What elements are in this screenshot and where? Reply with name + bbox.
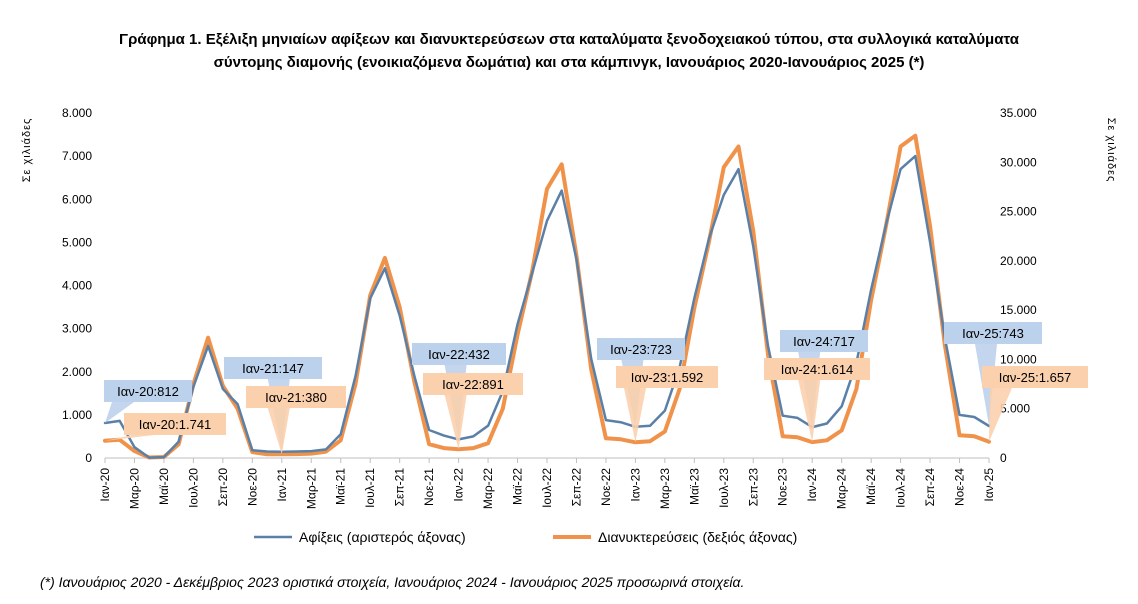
y-left-tick-label: 5.000 — [62, 235, 92, 249]
x-tick-label: Ιαν-24 — [805, 468, 819, 502]
callout-pointer — [624, 388, 646, 443]
y-right-tick-label: 30.000 — [1000, 155, 1037, 169]
callout-box — [982, 366, 1088, 388]
x-tick-label: Μαρ-21 — [304, 468, 318, 509]
x-tick-label: Ιαν-20 — [98, 468, 112, 502]
callout-label: Ιαν-24:1.614 — [781, 362, 854, 377]
x-tick-label: Ιαν-22 — [452, 468, 466, 502]
x-tick-label: Ιαν-21 — [275, 468, 289, 502]
x-tick-label: Μαϊ-22 — [511, 468, 525, 505]
x-tick-label: Σεπ-22 — [569, 468, 583, 507]
legend-item: Αφίξεις (αριστερός άξονας) — [254, 529, 466, 545]
callout-box — [412, 343, 506, 365]
y-right-tick-label: 20.000 — [1000, 254, 1037, 268]
y-left-tick-label: 0 — [85, 451, 92, 465]
y-right-tick-label: 15.000 — [1000, 303, 1037, 317]
y-right-tick-label: 35.000 — [1000, 106, 1037, 120]
callout-label: Ιαν-25:1.657 — [999, 370, 1072, 385]
x-tick-label: Νοε-20 — [245, 468, 259, 506]
legend-item: Διανυκτερεύσεις (δεξιός άξονας) — [553, 529, 797, 545]
y-left-tick-label: 3.000 — [62, 322, 92, 336]
data-callout: Ιαν-22:891 — [423, 373, 523, 450]
legend-label: Αφίξεις (αριστερός άξονας) — [299, 529, 466, 545]
arrivals-line — [103, 154, 991, 459]
x-tick-label: Ιουλ-20 — [186, 468, 200, 508]
y-left-tick-label: 8.000 — [62, 106, 92, 120]
y-left-tick-label: 4.000 — [62, 279, 92, 293]
x-tick-label: Νοε-22 — [599, 468, 613, 506]
callout-pointer — [989, 388, 1012, 442]
data-callout: Ιαν-20:812 — [104, 380, 192, 423]
chart-title-line1: Γράφημα 1. Εξέλιξη μηνιαίων αφίξεων και … — [119, 31, 1019, 48]
x-tick-label: Μαρ-20 — [127, 468, 141, 509]
y-left-tick-label: 6.000 — [62, 192, 92, 206]
y-left-axis-title: Σε χιλιάδες — [21, 118, 33, 183]
x-tick-label: Σεπ-23 — [746, 468, 760, 507]
x-tick-label: Σεπ-21 — [393, 468, 407, 507]
data-callout: Ιαν-21:380 — [246, 386, 346, 455]
footnote: (*) Ιανουάριος 2020 - Δεκέμβριος 2023 ορ… — [40, 574, 745, 590]
x-tick-label: Μαρ-24 — [835, 468, 849, 509]
callout-label: Ιαν-20:1.741 — [139, 417, 212, 432]
data-callout: Ιαν-23:1.592 — [616, 366, 718, 443]
x-tick-label: Μαϊ-23 — [687, 468, 701, 505]
callout-box — [423, 373, 523, 395]
callout-label: Ιαν-25:743 — [962, 326, 1024, 341]
y-left-tick-label: 1.000 — [62, 408, 92, 422]
data-callout: Ιαν-25:1.657 — [982, 366, 1088, 442]
callout-box — [944, 322, 1042, 344]
legend-label: Διανυκτερεύσεις (δεξιός άξονας) — [598, 529, 797, 545]
callout-label: Ιαν-23:1.592 — [631, 370, 704, 385]
x-tick-label: Ιαν-25 — [982, 468, 996, 502]
x-tick-label: Νοε-21 — [422, 468, 436, 506]
y-left-tick-label: 2.000 — [62, 365, 92, 379]
callout-box — [616, 366, 718, 388]
y-right-tick-label: 0 — [1000, 451, 1007, 465]
data-callout: Ιαν-24:1.614 — [764, 358, 870, 443]
callout-label: Ιαν-24:717 — [793, 334, 855, 349]
x-tick-label: Ιουλ-23 — [717, 468, 731, 508]
x-tick-label: Μαϊ-21 — [334, 468, 348, 505]
x-tick-label: Ιουλ-24 — [894, 468, 908, 508]
callout-box — [224, 357, 322, 379]
x-tick-label: Μαϊ-20 — [157, 468, 171, 505]
x-tick-label: Σεπ-24 — [923, 468, 937, 507]
x-tick-label: Νοε-24 — [953, 468, 967, 506]
x-tick-label: Μαρ-22 — [481, 468, 495, 509]
callout-box — [104, 380, 192, 402]
nights-line — [103, 133, 991, 460]
x-tick-label: Ιαν-23 — [628, 468, 642, 502]
callout-box — [780, 330, 868, 352]
callout-pointer — [798, 380, 821, 443]
callout-box — [597, 338, 685, 360]
x-tick-label: Ιουλ-22 — [540, 468, 554, 508]
y-right-tick-label: 5.000 — [1000, 402, 1030, 416]
chart-title: Γράφημα 1. Εξέλιξη μηνιαίων αφίξεων και … — [0, 28, 1138, 74]
callout-box — [246, 386, 346, 408]
callout-label: Ιαν-23:723 — [610, 342, 672, 357]
callout-pointer — [444, 395, 467, 450]
callout-pointer — [105, 402, 134, 423]
callout-label: Ιαν-20:812 — [117, 384, 179, 399]
x-tick-label: Μαϊ-24 — [864, 468, 878, 505]
y-right-tick-label: 25.000 — [1000, 205, 1037, 219]
y-left-tick-label: 7.000 — [62, 149, 92, 163]
y-right-axis-title: Σε χιλιάδες — [1105, 118, 1117, 183]
chart-title-line2: σύντομης διαμονής (ενοικιαζόμενα δωμάτια… — [213, 54, 925, 71]
data-callout: Ιαν-20:1.741 — [105, 413, 226, 441]
callout-label: Ιαν-22:891 — [442, 377, 504, 392]
x-tick-label: Σεπ-20 — [216, 468, 230, 507]
y-right-tick-label: 10.000 — [1000, 352, 1037, 366]
callout-label: Ιαν-21:380 — [265, 390, 327, 405]
callout-pointer — [105, 435, 154, 441]
callout-pointer — [267, 408, 290, 455]
x-tick-label: Ιουλ-21 — [363, 468, 377, 508]
callout-label: Ιαν-21:147 — [242, 361, 304, 376]
x-tick-label: Μαρ-23 — [658, 468, 672, 509]
x-tick-label: Νοε-23 — [776, 468, 790, 506]
callout-box — [124, 413, 226, 435]
callout-box — [764, 358, 870, 380]
callout-label: Ιαν-22:432 — [428, 347, 490, 362]
